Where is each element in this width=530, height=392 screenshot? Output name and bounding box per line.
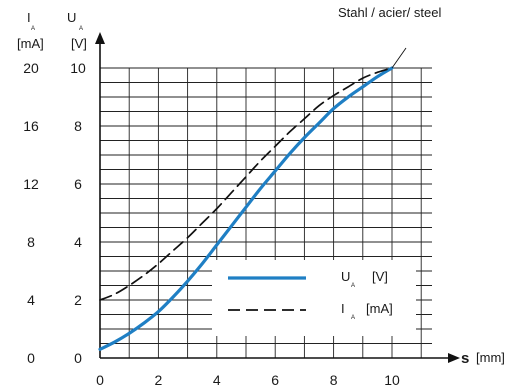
y-tick-label-current: 12 xyxy=(23,176,39,192)
y-axis-arrow xyxy=(95,32,105,44)
x-axis-arrow xyxy=(448,353,460,363)
axis-labels: IA[mA]UA[V]s [mm]Stahl / acier/ steel xyxy=(17,5,505,367)
y-right-label-unit: [V] xyxy=(71,36,87,51)
x-tick-label: 0 xyxy=(96,372,104,388)
legend-label-sub: A xyxy=(351,283,355,289)
y-tick-label-voltage: 6 xyxy=(74,176,82,192)
y-tick-label-current: 16 xyxy=(23,118,39,134)
chart-title: Stahl / acier/ steel xyxy=(338,5,441,20)
legend-label-name: I xyxy=(341,301,345,316)
y-left-label-unit: [mA] xyxy=(17,36,44,51)
y-left-label-symbol: I xyxy=(27,10,31,25)
x-tick-label: 6 xyxy=(271,372,279,388)
legend-label-unit: [V] xyxy=(372,269,388,284)
legend-label-name: U xyxy=(341,269,350,284)
y-right-label-symbol: U xyxy=(67,10,76,25)
series-line-voltage xyxy=(98,66,394,351)
y-tick-label-voltage: 4 xyxy=(74,234,82,250)
legend-label-unit: [mA] xyxy=(366,301,393,316)
series-line-current xyxy=(99,67,393,301)
y-tick-label-voltage: 10 xyxy=(70,60,86,76)
legend-label-sub: A xyxy=(351,315,355,321)
y-tick-label-voltage: 8 xyxy=(74,118,82,134)
axes xyxy=(95,32,460,363)
x-tick-label: 2 xyxy=(155,372,163,388)
title-pointer-line xyxy=(391,47,407,69)
y-tick-label-voltage: 2 xyxy=(74,292,82,308)
x-axis-label-unit: [mm] xyxy=(476,350,505,365)
tick-labels: 0 2 4 6 8 10 0 2 4 6 8 10 0 4 8 12 16 20 xyxy=(23,60,400,388)
x-tick-label: 8 xyxy=(330,372,338,388)
y-right-label-sub: A xyxy=(79,26,83,32)
x-tick-label: 4 xyxy=(213,372,221,388)
legend-box xyxy=(212,260,416,336)
series-lines xyxy=(98,66,394,351)
x-tick-label: 10 xyxy=(384,372,400,388)
x-axis-label-symbol: s xyxy=(461,350,469,367)
y-tick-label-current: 20 xyxy=(23,60,39,76)
y-left-label-sub: A xyxy=(31,26,35,32)
legend: UA[V]IA[mA] xyxy=(212,260,416,336)
y-tick-label-current: 0 xyxy=(27,350,35,366)
y-tick-label-current: 8 xyxy=(27,234,35,250)
y-tick-label-voltage: 0 xyxy=(74,350,82,366)
y-tick-label-current: 4 xyxy=(27,292,35,308)
